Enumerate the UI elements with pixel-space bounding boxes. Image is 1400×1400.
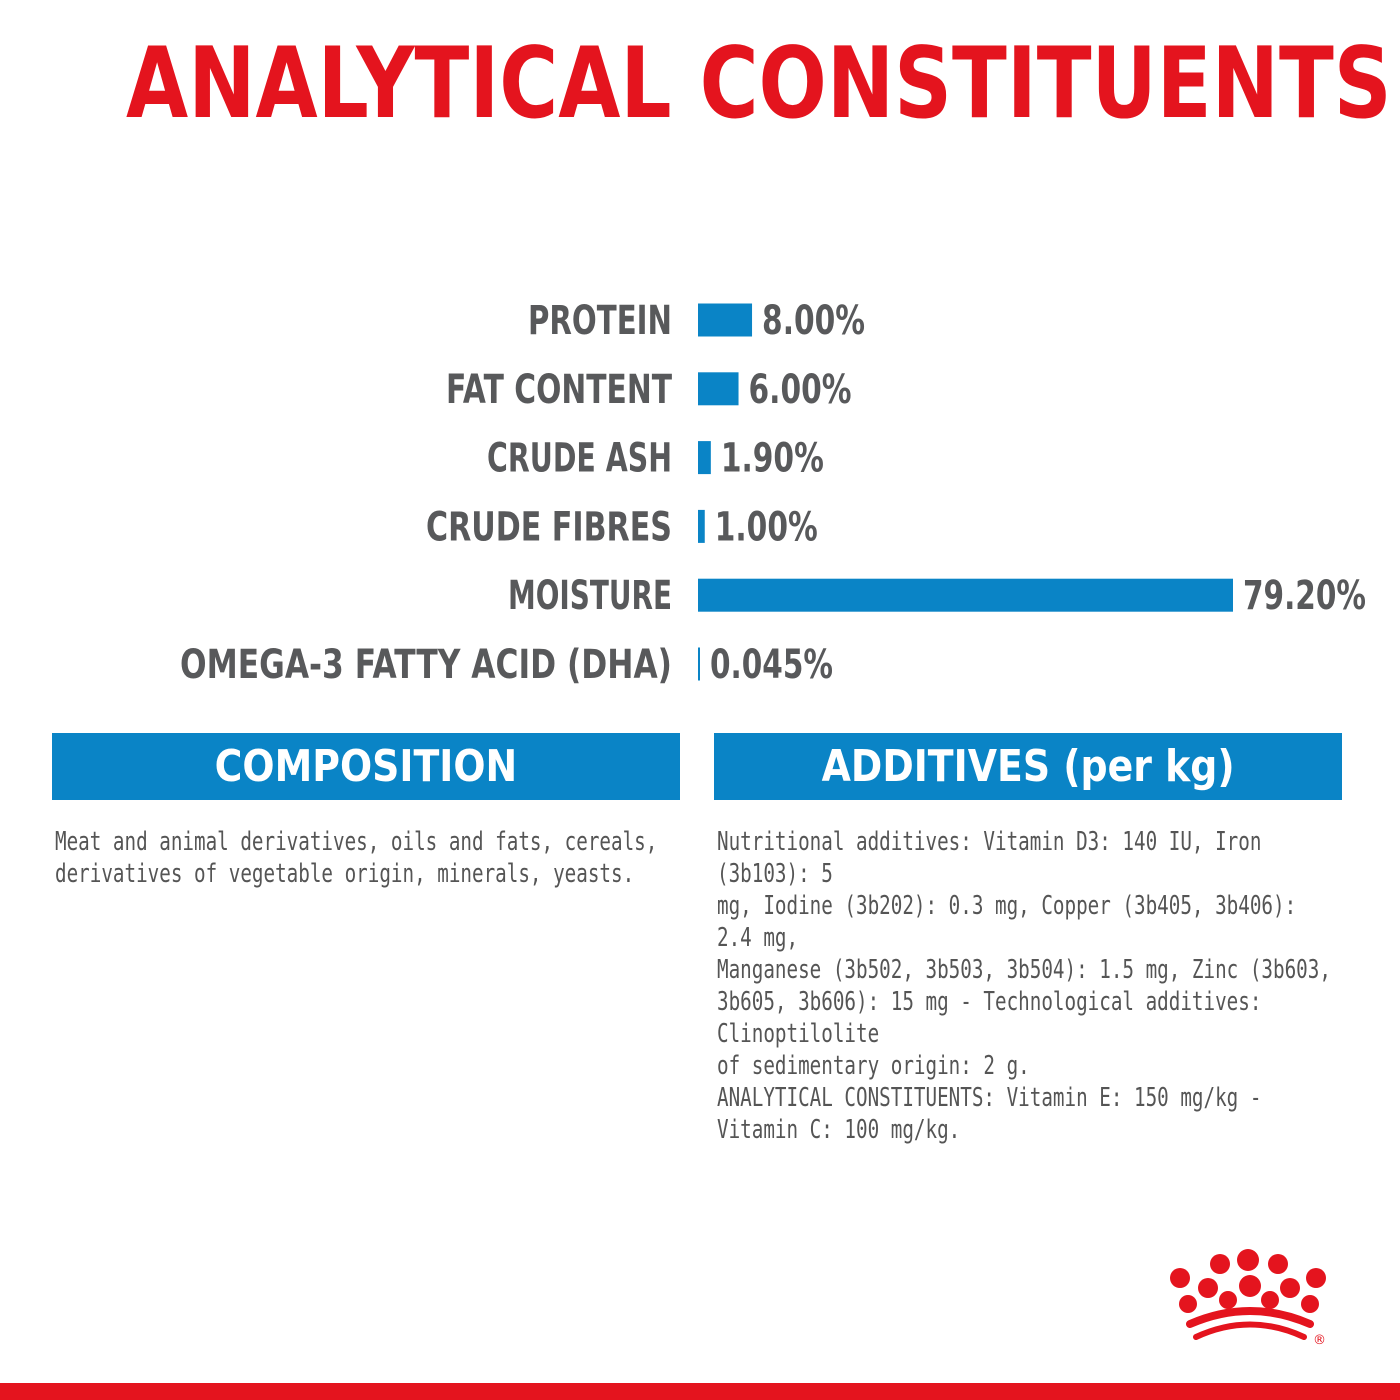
logo-dot xyxy=(1179,1295,1197,1313)
value-label: 0.045% xyxy=(710,642,833,688)
additives-header: ADDITIVES (per kg) xyxy=(714,733,1342,800)
category-label: FAT CONTENT xyxy=(446,367,673,413)
nutrient-bar-chart: PROTEIN 8.00% FAT CONTENT 6.00% CRUDE ASH 1.9… xyxy=(180,298,1366,688)
logo-dots xyxy=(1170,1249,1326,1313)
registered-mark: ® xyxy=(1313,1333,1326,1348)
bar-fat-content xyxy=(698,372,739,406)
category-label: PROTEIN xyxy=(528,298,672,344)
logo-dot xyxy=(1170,1268,1190,1288)
value-label: 6.00% xyxy=(749,367,852,413)
composition-text: Meat and animal derivatives, oils and fa… xyxy=(55,826,675,890)
category-label: OMEGA-3 FATTY ACID (DHA) xyxy=(180,642,672,688)
logo-dot xyxy=(1301,1295,1319,1313)
value-label: 79.20% xyxy=(1243,573,1366,619)
additives-heading: ADDITIVES (per kg) xyxy=(821,741,1235,792)
composition-line: derivatives of vegetable origin, mineral… xyxy=(55,859,635,889)
logo-arc xyxy=(1193,1321,1307,1340)
additives-line: of sedimentary origin: 2 g. xyxy=(717,1051,1030,1081)
bar-omega-3-fatty-acid-dha xyxy=(698,647,700,681)
additives-text: Nutritional additives: Vitamin D3: 140 I… xyxy=(717,826,1337,1146)
bar-moisture xyxy=(698,578,1233,612)
crown-dots-logo-icon: ® xyxy=(1170,1249,1326,1348)
composition-line: Meat and animal derivatives, oils and fa… xyxy=(55,827,658,857)
additives-line: Nutritional additives: Vitamin D3: 140 I… xyxy=(717,827,1262,889)
bottom-bar xyxy=(0,1383,1400,1400)
value-label: 1.00% xyxy=(715,504,818,550)
bar-crude-fibres xyxy=(698,509,705,543)
composition-header: COMPOSITION xyxy=(52,733,680,800)
value-label: 1.90% xyxy=(721,436,824,482)
logo-dot xyxy=(1219,1291,1237,1309)
composition-heading: COMPOSITION xyxy=(214,741,518,792)
additives-line: Vitamin C: 100 mg/kg. xyxy=(717,1115,961,1145)
additives-line: mg, Iodine (3b202): 0.3 mg, Copper (3b40… xyxy=(717,891,1297,953)
value-label: 8.00% xyxy=(762,298,865,344)
bar-crude-ash xyxy=(698,441,711,475)
logo-dot xyxy=(1198,1278,1218,1298)
category-label: MOISTURE xyxy=(508,573,672,619)
logo-arc xyxy=(1186,1307,1314,1328)
logo-dot xyxy=(1306,1268,1326,1288)
page-title: ANALYTICAL CONSTITUENTS xyxy=(126,27,1392,141)
category-label: CRUDE FIBRES xyxy=(426,504,672,550)
logo-dot xyxy=(1268,1254,1288,1274)
additives-line: 3b605, 3b606): 15 mg - Technological add… xyxy=(717,987,1262,1049)
bar-protein xyxy=(698,303,753,337)
logo-dot xyxy=(1261,1291,1279,1309)
logo-dot xyxy=(1210,1254,1230,1274)
category-label: CRUDE ASH xyxy=(487,436,672,482)
logo-dot xyxy=(1237,1249,1259,1271)
additives-line: Manganese (3b502, 3b503, 3b504): 1.5 mg,… xyxy=(717,955,1331,985)
additives-line: ANALYTICAL CONSTITUENTS: Vitamin E: 150 … xyxy=(717,1083,1262,1113)
logo-dot xyxy=(1239,1275,1261,1297)
logo-dot xyxy=(1280,1278,1300,1298)
